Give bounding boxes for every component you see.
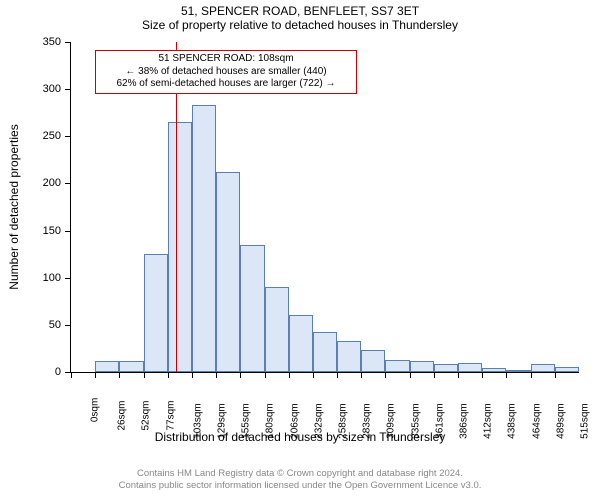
y-tick-label: 200 — [43, 177, 71, 189]
x-tick — [95, 372, 96, 378]
histogram-bar — [240, 245, 264, 372]
annotation-line: 51 SPENCER ROAD: 108sqm — [100, 53, 352, 66]
title-address: 51, SPENCER ROAD, BENFLEET, SS7 3ET — [0, 4, 600, 18]
x-tick — [289, 372, 290, 378]
x-tick — [71, 372, 72, 378]
x-tick — [506, 372, 507, 378]
y-tick-label: 350 — [43, 36, 71, 48]
x-tick — [385, 372, 386, 378]
x-tick — [434, 372, 435, 378]
footer-line: Contains HM Land Registry data © Crown c… — [0, 468, 600, 480]
annotation-line: ← 38% of detached houses are smaller (44… — [100, 66, 352, 79]
footer-attribution: Contains HM Land Registry data © Crown c… — [0, 468, 600, 492]
x-tick — [337, 372, 338, 378]
histogram-bar — [265, 287, 289, 372]
y-tick-label: 50 — [49, 319, 71, 331]
histogram-bar — [289, 315, 313, 372]
x-tick — [144, 372, 145, 378]
y-axis-label: Number of detached properties — [7, 124, 21, 289]
x-tick-label: 26sqm — [117, 401, 128, 431]
x-tick — [168, 372, 169, 378]
y-tick-label: 0 — [55, 366, 71, 378]
x-tick-label: 52sqm — [141, 401, 152, 431]
x-tick — [192, 372, 193, 378]
x-tick — [361, 372, 362, 378]
x-tick — [482, 372, 483, 378]
x-tick — [240, 372, 241, 378]
x-tick — [313, 372, 314, 378]
x-tick-label: 77sqm — [165, 401, 176, 431]
histogram-bar — [168, 122, 192, 372]
histogram-bar — [337, 341, 361, 372]
histogram-bar — [313, 332, 337, 372]
histogram-bar — [192, 105, 216, 372]
x-tick — [531, 372, 532, 378]
x-tick — [410, 372, 411, 378]
histogram-bar — [144, 254, 168, 372]
x-tick — [119, 372, 120, 378]
histogram-bar — [385, 360, 409, 372]
histogram-bar — [458, 363, 482, 372]
histogram-bar — [506, 370, 530, 372]
y-tick-label: 300 — [43, 83, 71, 95]
x-axis-label: Distribution of detached houses by size … — [0, 430, 600, 444]
x-tick — [555, 372, 556, 378]
histogram-bar — [410, 361, 434, 372]
histogram-bar — [555, 367, 579, 372]
histogram-bar — [434, 364, 458, 372]
chart-title: 51, SPENCER ROAD, BENFLEET, SS7 3ET Size… — [0, 4, 600, 32]
histogram-bar — [361, 350, 385, 372]
histogram-bar — [216, 172, 240, 372]
annotation-line: 62% of semi-detached houses are larger (… — [100, 78, 352, 91]
histogram-bar — [119, 361, 143, 372]
footer-line: Contains public sector information licen… — [0, 480, 600, 492]
histogram-bar — [482, 368, 506, 372]
y-tick-label: 250 — [43, 130, 71, 142]
x-tick-label: 0sqm — [90, 398, 101, 422]
chart-container: 51, SPENCER ROAD, BENFLEET, SS7 3ET Size… — [0, 0, 600, 500]
y-tick-label: 150 — [43, 225, 71, 237]
annotation-box: 51 SPENCER ROAD: 108sqm← 38% of detached… — [95, 50, 357, 94]
x-tick — [216, 372, 217, 378]
y-tick-label: 100 — [43, 272, 71, 284]
histogram-bar — [531, 364, 555, 372]
histogram-bar — [95, 361, 119, 372]
x-tick — [458, 372, 459, 378]
title-subtitle: Size of property relative to detached ho… — [0, 18, 600, 32]
x-tick — [265, 372, 266, 378]
